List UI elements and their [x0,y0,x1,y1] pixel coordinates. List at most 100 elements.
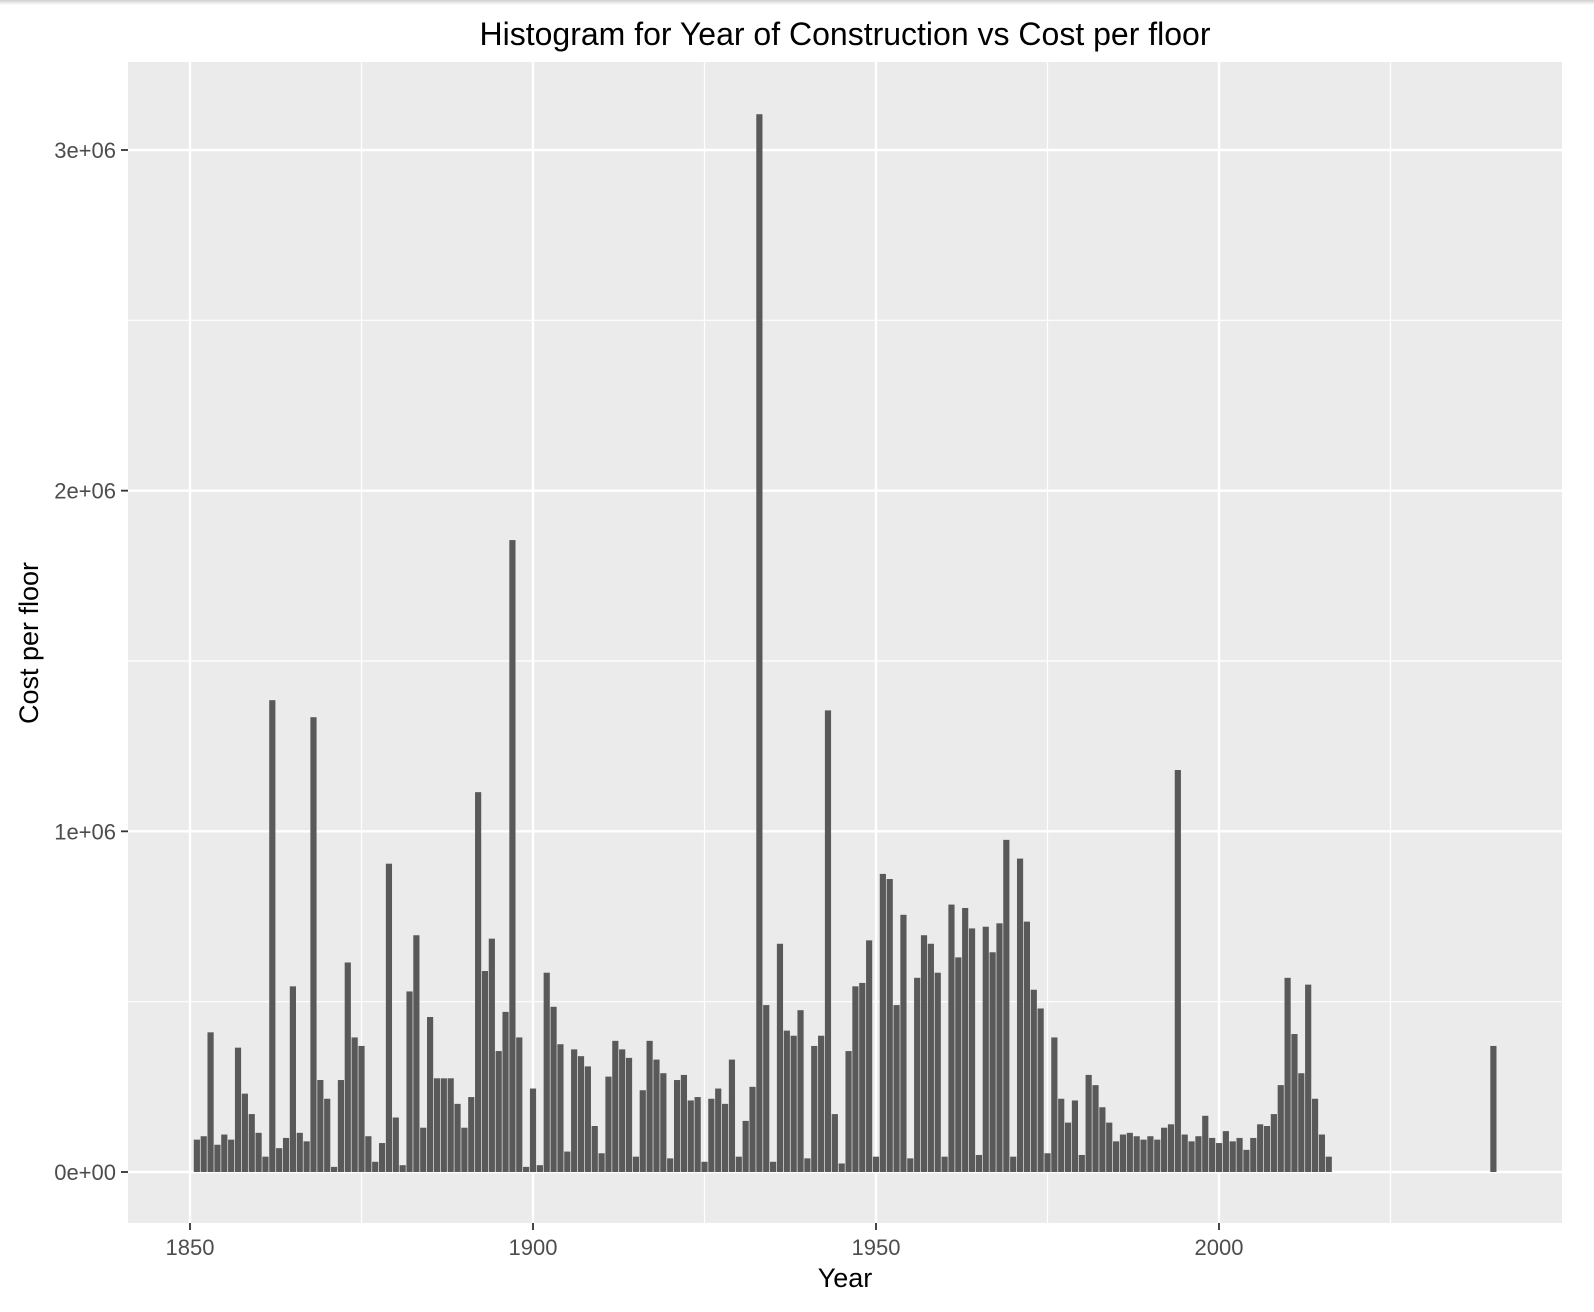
bar [543,972,550,1172]
bar [488,938,495,1172]
bar [529,1088,537,1172]
bar [934,972,941,1172]
bar [687,1100,694,1172]
bar [234,1047,242,1172]
bar [941,1156,948,1172]
bar [303,1141,310,1172]
bar [200,1136,207,1172]
bar [1099,1107,1106,1172]
bar [392,1117,399,1172]
bar [612,1040,619,1172]
bar [495,1051,502,1172]
bar [598,1153,605,1172]
bar [1181,1134,1188,1172]
bar [646,1040,653,1172]
bar [955,957,962,1172]
bar [296,1132,303,1172]
bar [577,1056,585,1172]
bar [351,1037,358,1172]
bar [571,1049,578,1172]
bar [680,1074,688,1172]
bar [1284,977,1291,1172]
bar [385,863,393,1172]
bar [701,1161,708,1172]
bar [886,879,893,1172]
axis-ticks [121,149,1220,1230]
bar [1270,1114,1277,1172]
bar [276,1148,283,1172]
bar [619,1049,626,1172]
bar [248,1114,255,1172]
bar [1078,1154,1085,1172]
bar [406,991,413,1172]
grid-minor-lines [128,62,1562,1223]
bar [1188,1141,1195,1172]
bar [378,1143,386,1172]
bar [1161,1127,1168,1172]
bar [372,1161,379,1172]
bar [927,943,934,1172]
bar [447,1078,454,1172]
bar [1167,1124,1175,1172]
bar [818,1035,825,1172]
bar [708,1098,715,1172]
bar [1023,921,1031,1172]
bar [1044,1153,1051,1172]
x-tick-label: 1850 [166,1235,215,1260]
bar [721,1103,729,1172]
bar [1030,989,1037,1172]
bar [1263,1126,1271,1172]
x-tick-label: 1900 [509,1235,558,1260]
bar [564,1151,571,1172]
x-tick-labels: 1850 1900 1950 2000 [166,1235,1244,1260]
bar [584,1066,591,1172]
bar [214,1144,221,1172]
bar [509,540,516,1172]
bar [330,1166,338,1172]
bar [1291,1034,1298,1172]
bar [920,935,928,1172]
bar [317,1080,324,1172]
bar [1490,1045,1497,1172]
bar [475,792,482,1172]
bar [1113,1141,1120,1172]
bar [557,1044,564,1172]
bar [241,1093,248,1172]
bar [996,923,1003,1172]
bar-series [193,114,1497,1173]
bar [221,1134,228,1172]
bar [770,1161,777,1172]
bar [811,1045,818,1172]
bar [845,1051,852,1172]
bar [982,926,989,1172]
bar [337,1080,345,1172]
bar [673,1080,681,1172]
bar [872,1156,880,1172]
bar [749,1086,756,1172]
bar [1298,1073,1305,1172]
bar [653,1059,660,1172]
bar [1126,1132,1133,1172]
bar [1147,1136,1154,1172]
bar [742,1120,749,1172]
bar [344,962,351,1172]
y-tick-labels: 0e+00 1e+06 2e+06 3e+06 [54,138,116,1185]
bar [1174,770,1181,1172]
bar [550,1006,557,1172]
bar [1209,1137,1216,1172]
bar [1064,1122,1072,1172]
bar [1051,1037,1058,1172]
bar [756,114,763,1173]
y-tick-label: 3e+06 [54,138,116,163]
bar [413,935,420,1172]
bar [804,1158,811,1172]
y-tick-label: 1e+06 [54,819,116,844]
bar [900,914,907,1172]
bar [399,1165,406,1172]
bar [502,1011,509,1172]
bar [632,1156,639,1172]
bar [1154,1139,1161,1172]
bar [461,1127,468,1172]
bar [831,1114,838,1172]
